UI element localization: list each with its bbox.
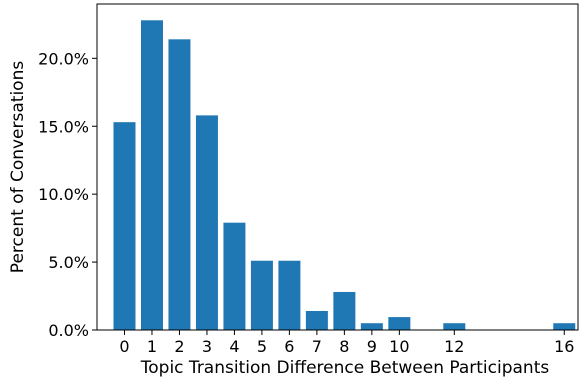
y-axis-title: Percent of Conversations bbox=[8, 61, 28, 274]
y-tick-label: 5.0% bbox=[48, 253, 89, 272]
bar-0 bbox=[113, 122, 136, 330]
bar-3 bbox=[195, 115, 218, 330]
x-tick-label: 7 bbox=[312, 337, 322, 356]
bar-7 bbox=[305, 310, 328, 330]
bar-9 bbox=[360, 323, 383, 330]
bar-1 bbox=[140, 20, 163, 331]
x-tick-label: 6 bbox=[284, 337, 294, 356]
bar-2 bbox=[168, 39, 191, 330]
x-tick-label: 2 bbox=[174, 337, 184, 356]
bars-layer bbox=[113, 20, 576, 331]
x-tick-label: 5 bbox=[257, 337, 267, 356]
x-ticks: 0 1 2 3 4 5 6 7 8 9 10 12 16 bbox=[119, 330, 574, 356]
y-ticks: 0.0% 5.0% 10.0% 15.0% 20.0% bbox=[38, 49, 97, 340]
axes-layer bbox=[96, 3, 579, 331]
x-tick-label: 10 bbox=[389, 337, 409, 356]
x-tick-label: 12 bbox=[444, 337, 464, 356]
x-tick-label: 3 bbox=[202, 337, 212, 356]
bar-4 bbox=[223, 222, 246, 330]
plot-frame bbox=[96, 3, 579, 331]
bar-16 bbox=[553, 323, 576, 330]
x-axis-title: Topic Transition Difference Between Part… bbox=[140, 358, 550, 378]
x-tick-label: 0 bbox=[119, 337, 129, 356]
y-tick-label: 10.0% bbox=[38, 185, 89, 204]
x-tick-label: 1 bbox=[147, 337, 157, 356]
bar-8 bbox=[333, 291, 356, 330]
x-tick-label: 4 bbox=[229, 337, 239, 356]
y-tick-label: 20.0% bbox=[38, 49, 89, 68]
bar-12 bbox=[443, 323, 466, 330]
bar-10 bbox=[388, 317, 411, 330]
x-tick-label: 16 bbox=[554, 337, 574, 356]
bar-5 bbox=[250, 260, 273, 330]
y-tick-label: 15.0% bbox=[38, 117, 89, 136]
y-tick-label: 0.0% bbox=[48, 321, 89, 340]
x-tick-label: 9 bbox=[367, 337, 377, 356]
bar-6 bbox=[278, 260, 301, 330]
x-tick-label: 8 bbox=[339, 337, 349, 356]
